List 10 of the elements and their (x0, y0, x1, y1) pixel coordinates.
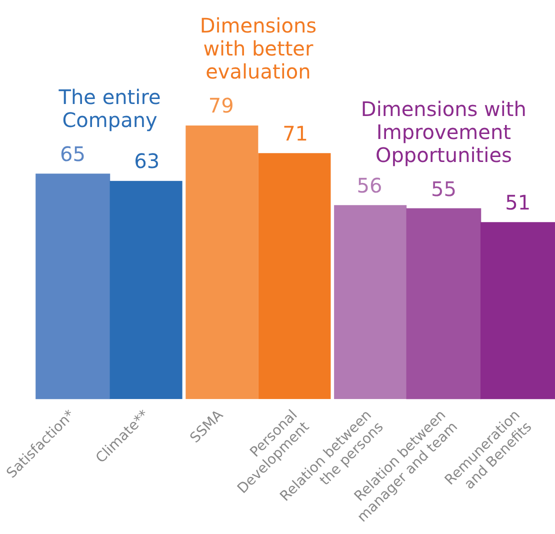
data-label: 65 (60, 142, 86, 166)
data-label: 63 (134, 149, 160, 174)
annotation: Dimensions with Improvement Opportunities (360, 96, 526, 167)
text: Dimensions with better evaluation (200, 14, 317, 84)
annotation: The entire Company (58, 85, 161, 132)
data-label: 79 (208, 94, 234, 118)
data-label: 71 (282, 121, 308, 146)
data-label: 56 (356, 173, 382, 198)
data-label: 51 (505, 190, 531, 215)
data-label: 55 (430, 176, 456, 201)
